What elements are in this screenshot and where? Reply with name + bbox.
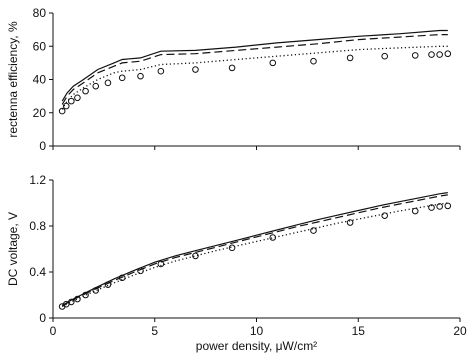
data-point	[82, 87, 89, 95]
data-point	[381, 52, 389, 60]
data-point	[92, 82, 100, 90]
data-point	[92, 287, 100, 294]
data-point	[104, 281, 112, 288]
data-point	[137, 267, 144, 275]
x-tick-label: 0	[50, 324, 57, 338]
data-point	[68, 298, 75, 306]
y-tick-label: 20	[33, 106, 47, 120]
data-point	[269, 234, 277, 241]
data-point	[157, 67, 165, 75]
data-point	[411, 207, 419, 215]
data-point	[310, 57, 317, 65]
data-point	[269, 59, 277, 67]
data-point	[104, 79, 112, 87]
y-axis-label: rectenna efficiency, %	[6, 21, 20, 138]
dashed-line-series	[61, 194, 448, 307]
data-point	[62, 102, 70, 110]
data-point	[192, 66, 199, 73]
y-tick-label: 0	[39, 311, 46, 325]
dashed-line-series	[61, 33, 448, 105]
y-axis-label: DC voltage, V	[6, 212, 20, 286]
y-tick-label: 60	[33, 39, 47, 53]
data-point	[118, 274, 126, 282]
data-point	[411, 52, 419, 59]
solid-line-series	[61, 192, 448, 306]
y-tick-label: 40	[33, 73, 47, 87]
voltage-chart: 0 0.4 0.8 1.2 0 5 10 15 20 DC voltage, V power den…	[6, 173, 467, 353]
solid-line-series	[61, 29, 448, 102]
x-tick-label: 10	[250, 324, 264, 338]
data-point	[346, 54, 354, 62]
data-point	[228, 64, 236, 72]
data-point	[137, 72, 144, 80]
y-tick-label: 80	[33, 6, 47, 20]
data-point	[58, 107, 66, 115]
data-point	[74, 295, 81, 303]
measured-points-series	[58, 202, 452, 310]
data-point	[192, 252, 199, 260]
data-point	[428, 204, 435, 211]
y-tick-label: 0.4	[29, 265, 46, 279]
data-point	[436, 203, 443, 210]
data-point	[118, 74, 126, 82]
data-point	[68, 97, 75, 105]
efficiency-chart: 0 20 40 60 80 rectenna efficiency, %	[6, 6, 461, 153]
dotted-line-series	[61, 202, 448, 308]
data-point	[82, 291, 89, 299]
data-point	[436, 51, 443, 58]
y-tick-label: 0	[39, 139, 46, 153]
x-tick-label: 5	[151, 324, 158, 338]
data-point	[310, 227, 317, 234]
data-point	[346, 219, 354, 226]
x-tick-label: 20	[453, 324, 467, 338]
data-point	[381, 212, 389, 219]
data-point	[444, 202, 452, 210]
dotted-line-series	[61, 45, 448, 110]
measured-points-series	[58, 50, 452, 115]
data-point	[444, 50, 452, 58]
data-point	[428, 51, 435, 58]
y-tick-label: 1.2	[29, 173, 46, 187]
data-point	[228, 244, 236, 252]
data-point	[74, 94, 81, 102]
y-tick-label: 0.8	[29, 219, 46, 233]
x-axis-label: power density, μW/cm²	[196, 339, 317, 353]
data-point	[157, 260, 165, 268]
x-tick-label: 15	[352, 324, 366, 338]
